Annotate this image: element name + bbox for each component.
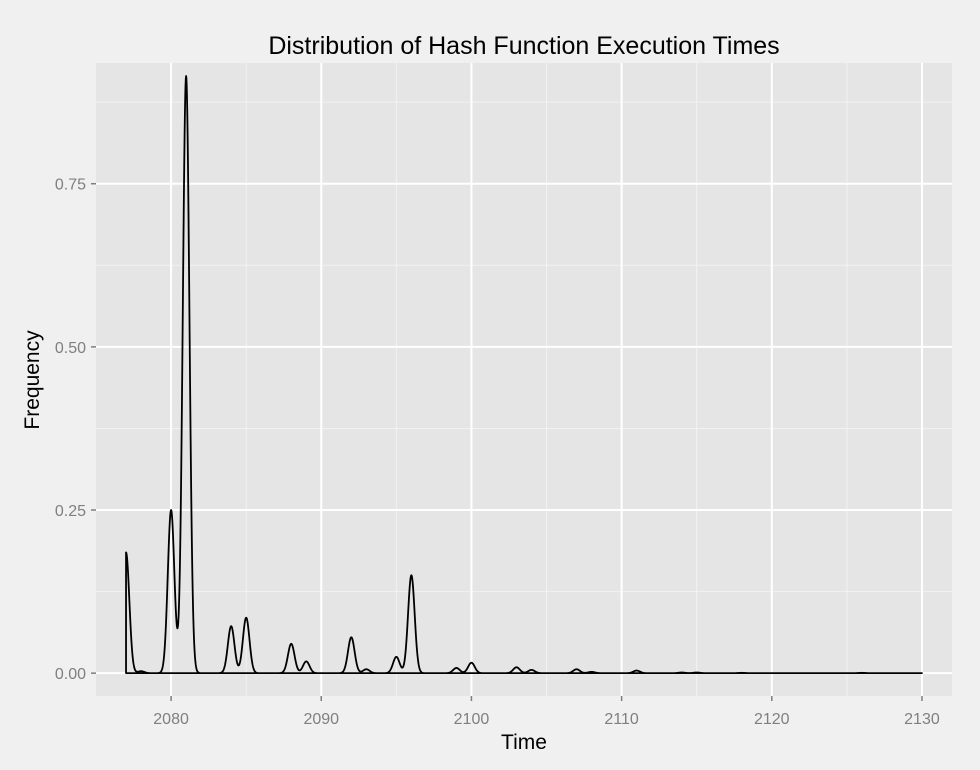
- y-tick-label: 0.50: [55, 340, 86, 357]
- density-line: [125, 75, 923, 675]
- axis-ticks: [91, 182, 923, 701]
- x-tick-label: 2100: [454, 711, 490, 728]
- x-axis-title: Time: [501, 731, 547, 754]
- x-tick-label: 2090: [303, 711, 339, 728]
- tick-labels: 2080 2090 2100 2110 2120 2130 0.00 0.25 0.50 0.75: [55, 177, 940, 728]
- minor-grid: [96, 63, 952, 696]
- y-tick-label: 0.00: [55, 666, 86, 683]
- plot-panel: [96, 63, 952, 696]
- y-tick-label: 0.75: [55, 177, 86, 194]
- x-tick-label: 2120: [754, 711, 790, 728]
- x-tick-label: 2080: [153, 711, 189, 728]
- x-tick-label: 2130: [904, 711, 940, 728]
- y-tick-label: 0.25: [55, 503, 86, 520]
- x-tick-label: 2110: [604, 711, 639, 728]
- y-axis-title: Frequency: [21, 330, 44, 430]
- chart-title: Distribution of Hash Function Execution …: [268, 32, 779, 60]
